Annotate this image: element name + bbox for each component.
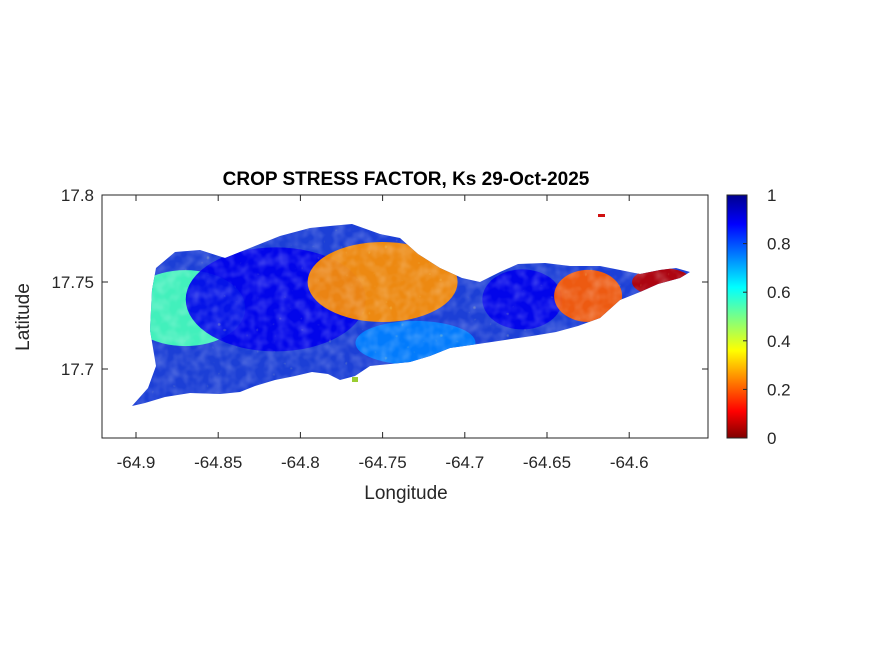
map-title: CROP STRESS FACTOR, Ks 29-Oct-2025 — [223, 169, 590, 190]
colorbar-tick-label: 0.4 — [767, 332, 791, 351]
x-tick-label: -64.9 — [117, 453, 156, 472]
colorbar-tick-label: 0.2 — [767, 380, 791, 399]
colorbar-ticks: 1 0.8 0.6 0.4 0.2 0 — [743, 186, 791, 448]
y-tick-label: 17.7 — [61, 360, 94, 379]
y-tick-label: 17.75 — [51, 273, 94, 292]
x-tick-label: -64.6 — [610, 453, 649, 472]
y-tick-label: 17.8 — [61, 186, 94, 205]
x-tick-label: -64.85 — [194, 453, 242, 472]
stray-pixel — [352, 377, 358, 382]
x-tick-label: -64.65 — [523, 453, 571, 472]
colorbar — [726, 194, 748, 439]
y-axis-ticks: 17.8 17.75 17.7 — [51, 186, 708, 379]
x-axis-ticks: -64.9 -64.85 -64.8 -64.75 -64.7 -64.65 -64.6 — [117, 195, 649, 472]
x-axis-label: Longitude — [364, 483, 447, 504]
colorbar-tick-label: 0.8 — [767, 235, 791, 254]
axes-box — [101, 194, 709, 439]
colorbar-tick-label: 0.6 — [767, 283, 791, 302]
stray-pixel — [598, 214, 605, 217]
x-tick-label: -64.7 — [445, 453, 484, 472]
y-axis-label: Latitude — [13, 283, 34, 351]
colorbar-tick-label: 0 — [767, 429, 776, 448]
x-tick-label: -64.8 — [281, 453, 320, 472]
colorbar-tick-label: 1 — [767, 186, 776, 205]
x-tick-label: -64.75 — [358, 453, 406, 472]
